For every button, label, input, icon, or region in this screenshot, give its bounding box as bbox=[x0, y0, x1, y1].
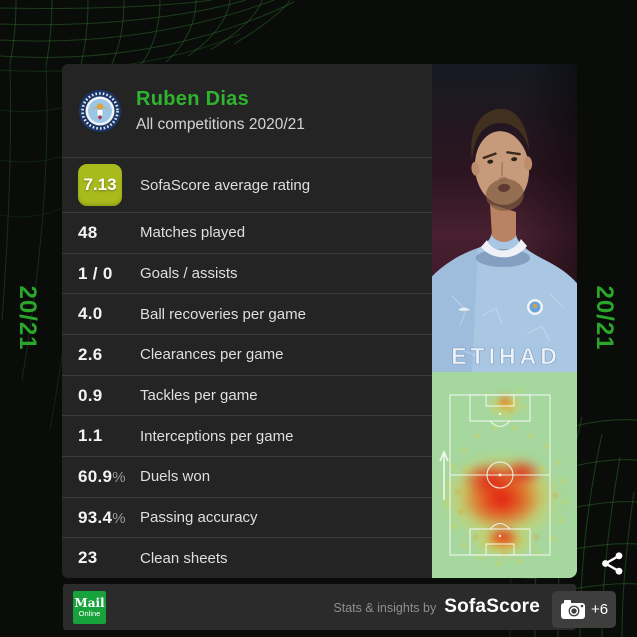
stat-value: 48 bbox=[78, 222, 98, 242]
stat-label: Clearances per game bbox=[140, 346, 284, 364]
stat-value: 1.1 bbox=[78, 426, 103, 446]
pitch-lines bbox=[439, 394, 551, 556]
stat-label: Goals / assists bbox=[140, 265, 238, 282]
stat-value: 1 / 0 bbox=[78, 263, 113, 283]
stats-panel: Ruben Dias All competitions 2020/21 7.13… bbox=[62, 64, 432, 578]
stat-label: Clean sheets bbox=[140, 549, 228, 567]
sofascore-brand: SofaScore bbox=[444, 596, 540, 617]
stat-value: 4.0 bbox=[78, 304, 103, 324]
mail-online-logo[interactable]: Mail Online bbox=[73, 590, 106, 624]
mail-logo-line1: Mail bbox=[74, 595, 105, 610]
stats-list: 48 Matches played 1 / 0 Goals / assists 4.0 B… bbox=[62, 212, 432, 578]
player-name: Ruben Dias bbox=[136, 87, 250, 110]
player-stats-card: Ruben Dias All competitions 2020/21 7.13… bbox=[62, 64, 577, 578]
camera-icon bbox=[560, 600, 585, 619]
stat-label: Matches played bbox=[140, 224, 246, 242]
stat-row: 93.4% Passing accuracy bbox=[62, 496, 432, 538]
player-photo: ETIHAD bbox=[432, 64, 577, 372]
manchester-city-badge-icon bbox=[79, 89, 121, 132]
stat-value: 93.4% bbox=[78, 507, 126, 527]
stat-row: 1.1 Interceptions per game bbox=[62, 415, 432, 456]
gallery-count: +6 bbox=[590, 601, 609, 618]
media-panel: ETIHAD bbox=[432, 64, 577, 578]
stat-value: 60.9% bbox=[78, 466, 126, 486]
mail-logo-line2: Online bbox=[78, 608, 101, 618]
season-label-right: 20/21 bbox=[591, 285, 618, 351]
stat-value-suffix: % bbox=[112, 468, 126, 486]
stat-value-suffix: % bbox=[112, 509, 126, 527]
credit-line: Stats & insights by SofaScore bbox=[333, 596, 540, 618]
rating-badge: 7.13 bbox=[78, 164, 122, 206]
season-label-left: 20/21 bbox=[14, 285, 41, 351]
gallery-count-pill[interactable]: +6 bbox=[552, 591, 616, 628]
stat-value: 0.9 bbox=[78, 385, 103, 405]
share-icon[interactable] bbox=[599, 550, 626, 577]
stat-label: Duels won bbox=[140, 468, 211, 486]
header-text: Ruben Dias All competitions 2020/21 bbox=[136, 88, 305, 134]
attack-direction-arrow-icon bbox=[439, 450, 449, 500]
footer-bar: Mail Online Stats & insights by SofaScor… bbox=[63, 584, 576, 630]
stat-label: Interceptions per game bbox=[140, 427, 294, 445]
card-subtitle: All competitions 2020/21 bbox=[136, 115, 305, 133]
stat-row: 2.6 Clearances per game bbox=[62, 334, 432, 375]
card-header: Ruben Dias All competitions 2020/21 bbox=[62, 64, 432, 157]
heatmap-panel bbox=[432, 372, 577, 578]
stat-value: 2.6 bbox=[78, 344, 103, 364]
player-photo-art: ETIHAD bbox=[432, 64, 577, 372]
stat-label: Passing accuracy bbox=[140, 509, 258, 527]
stat-row: 1 / 0 Goals / assists bbox=[62, 252, 432, 294]
stat-row: 4.0 Ball recoveries per game bbox=[62, 293, 432, 334]
stat-label: Ball recoveries per game bbox=[140, 305, 306, 323]
stat-label: Tackles per game bbox=[140, 387, 258, 405]
stat-row: 0.9 Tackles per game bbox=[62, 374, 432, 416]
rating-row: 7.13 SofaScore average rating bbox=[62, 157, 432, 212]
stat-row: 48 Matches played bbox=[62, 212, 432, 253]
stat-value: 23 bbox=[78, 548, 98, 568]
stat-row: 60.9% Duels won bbox=[62, 456, 432, 497]
stat-row: 23 Clean sheets bbox=[62, 537, 432, 578]
shirt-sponsor-text: ETIHAD bbox=[451, 343, 561, 369]
rating-label: SofaScore average rating bbox=[140, 176, 311, 194]
credit-prefix: Stats & insights by bbox=[333, 601, 437, 615]
